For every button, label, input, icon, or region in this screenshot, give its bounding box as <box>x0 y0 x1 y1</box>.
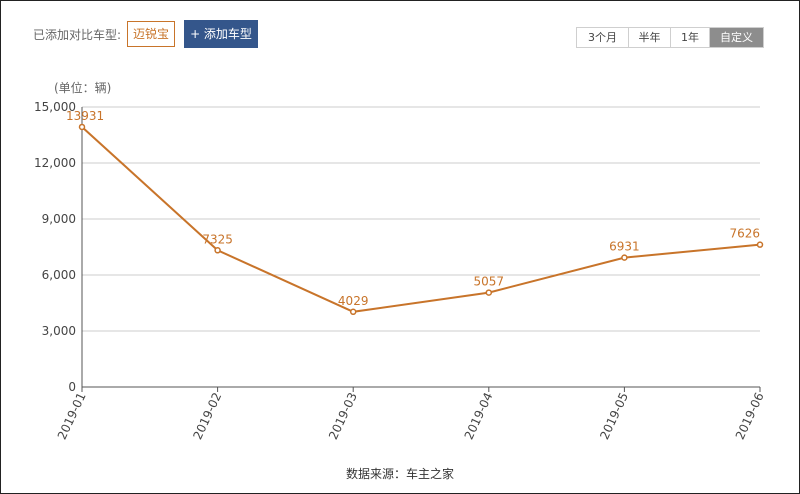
y-tick-label: 0 <box>68 380 76 394</box>
data-label: 7325 <box>202 232 233 246</box>
x-tick-label: 2019-06 <box>733 390 767 441</box>
x-tick-label: 2019-05 <box>597 390 631 441</box>
x-tick-label: 2019-02 <box>190 390 224 441</box>
compare-label: 已添加对比车型: <box>33 27 122 42</box>
tab-3-months[interactable]: 3个月 <box>577 28 629 47</box>
data-point <box>349 308 357 316</box>
y-tick-label: 6,000 <box>42 268 76 282</box>
tab-custom[interactable]: 自定义 <box>710 28 763 47</box>
time-range-tabs: 3个月 半年 1年 自定义 <box>576 27 764 48</box>
add-car-button[interactable]: + 添加车型 <box>184 20 258 48</box>
data-point <box>214 247 221 254</box>
sales-line <box>81 126 761 313</box>
data-point <box>621 254 628 261</box>
y-tick-label: 9,000 <box>42 212 76 226</box>
y-tick-label: 12,000 <box>34 156 76 170</box>
data-point <box>756 241 764 248</box>
compare-bar: 已添加对比车型: 迈锐宝 + 添加车型 <box>33 20 258 48</box>
data-label: 6931 <box>609 240 640 254</box>
data-label: 5057 <box>474 275 505 289</box>
data-label: 4029 <box>338 294 369 308</box>
y-tick-label: 3,000 <box>42 324 76 338</box>
x-tick-label: 2019-04 <box>462 390 496 441</box>
data-source: 数据来源：车主之家 <box>345 467 454 481</box>
data-label: 13931 <box>66 109 104 123</box>
x-tick-label: 2019-03 <box>326 390 360 441</box>
data-point <box>78 123 86 131</box>
data-label: 7626 <box>729 227 760 241</box>
y-tick-label: 15,000 <box>34 100 76 114</box>
x-tick-label: 2019-01 <box>55 390 89 441</box>
unit-label: (单位：辆) <box>54 81 112 95</box>
car-chip-malibu[interactable]: 迈锐宝 <box>127 21 176 47</box>
data-point <box>485 289 493 296</box>
tab-half-year[interactable]: 半年 <box>629 28 671 47</box>
tab-1-year[interactable]: 1年 <box>671 28 710 47</box>
